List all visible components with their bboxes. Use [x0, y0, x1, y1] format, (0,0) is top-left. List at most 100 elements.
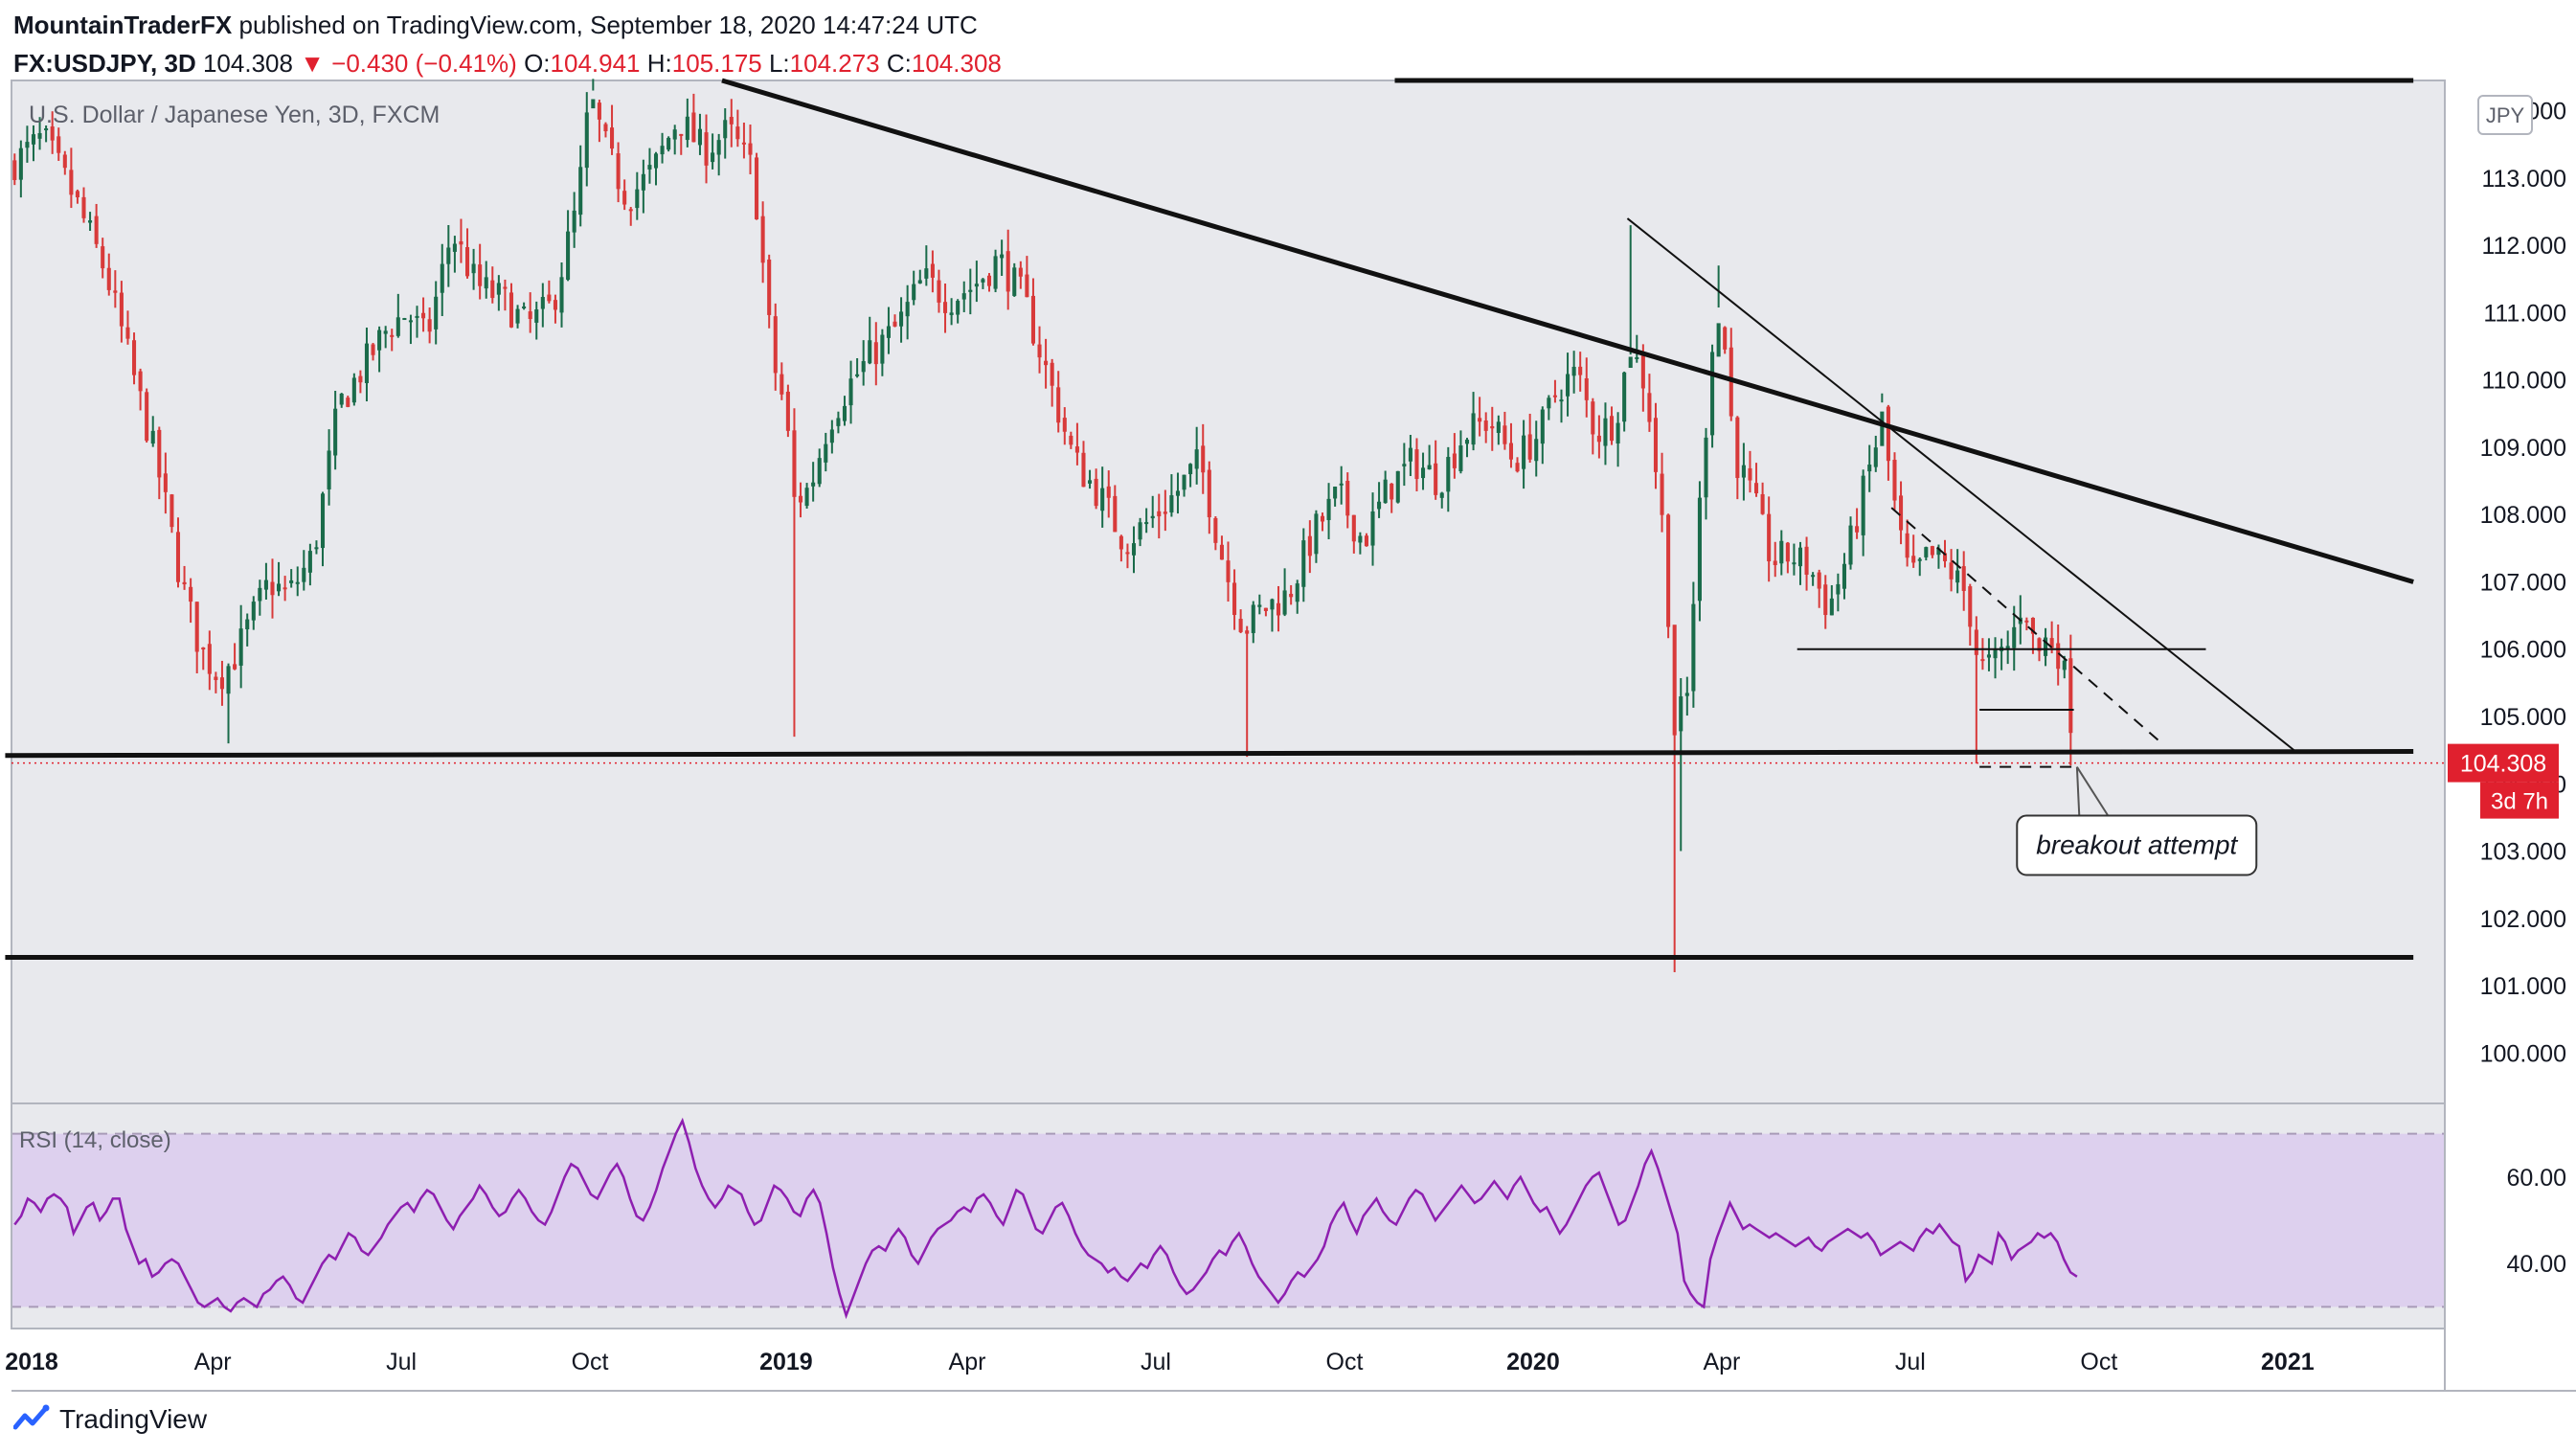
candle-body — [289, 579, 294, 583]
candle-body — [1012, 267, 1017, 296]
rsi-title: RSI (14, close) — [19, 1127, 171, 1153]
callout-box[interactable] — [2016, 814, 2258, 876]
candle-body — [125, 327, 130, 339]
candle-body — [508, 292, 514, 328]
candle-body — [741, 142, 746, 145]
candle-body — [1591, 401, 1595, 435]
candle-body — [1522, 435, 1526, 469]
trendline-thick[interactable] — [721, 78, 2414, 584]
candle-body — [547, 294, 552, 302]
candle-body — [1653, 418, 1659, 472]
time-tick-label: Jul — [1895, 1349, 1926, 1375]
candle-body — [478, 264, 483, 286]
candle-body — [351, 377, 356, 403]
callout-text: breakout attempt — [2036, 829, 2238, 859]
open-value: 104.941 — [550, 49, 641, 78]
candle-body — [1942, 553, 1948, 561]
candle-body — [1383, 479, 1388, 504]
candle-body — [44, 128, 49, 131]
candle-body — [1924, 547, 1929, 557]
candle-body — [1566, 374, 1570, 397]
candle-body — [427, 319, 432, 332]
candle-body — [1245, 630, 1250, 634]
price-tick-label: 111.000 — [2483, 300, 2566, 327]
candle-body — [1647, 393, 1652, 422]
candle-body — [496, 283, 501, 295]
candle-body — [1640, 353, 1645, 389]
candle-body — [145, 392, 149, 442]
candle-body — [408, 320, 413, 323]
candle-body — [559, 277, 564, 313]
candle-body — [2049, 638, 2054, 648]
candle-body — [238, 628, 243, 666]
candle-body — [691, 112, 696, 143]
candle-body — [62, 154, 67, 169]
symbol-label[interactable]: FX:USDJPY, 3D — [13, 49, 196, 78]
candle-body — [924, 268, 929, 279]
candle-body — [471, 263, 476, 274]
candle-body — [1899, 495, 1904, 531]
price-axis[interactable]: 100.000101.000102.000103.000104.000105.0… — [2480, 99, 2566, 1068]
rsi-tick-label: 40.00 — [2506, 1251, 2566, 1278]
candle-body — [1540, 409, 1545, 444]
candle-body — [1785, 542, 1790, 562]
candle-body — [1289, 593, 1294, 598]
candle-body — [1018, 267, 1023, 277]
candle-body — [320, 493, 326, 549]
candle-body — [189, 586, 193, 602]
candle-body — [113, 290, 118, 293]
trendline-thick[interactable] — [5, 749, 2414, 759]
candle-body — [591, 99, 596, 109]
candle-body — [1194, 449, 1199, 469]
countdown-text: 3d 7h — [2491, 789, 2548, 815]
candle-body — [1873, 447, 1878, 467]
time-axis[interactable]: 2018 Apr Jul Oct 2019 Apr Jul Oct 2020 Apr Jul Oct 2… — [5, 1349, 2315, 1375]
candle-body — [704, 132, 709, 166]
price-tick-label: 107.000 — [2480, 569, 2566, 596]
candle-body — [1037, 344, 1042, 358]
candle-body — [679, 133, 684, 136]
candle-body — [1119, 535, 1123, 550]
candle-body — [755, 157, 759, 220]
high-value: 105.175 — [671, 49, 762, 78]
candle-body — [1704, 437, 1708, 498]
candle-body — [1062, 418, 1067, 432]
candle-body — [1069, 435, 1073, 445]
candle-body — [1679, 696, 1683, 732]
candle-body — [1949, 562, 1954, 579]
author-name[interactable]: MountainTraderFX — [13, 11, 233, 39]
candle-body — [56, 136, 61, 153]
candle-body — [711, 152, 715, 163]
callout-pointer — [2075, 766, 2081, 816]
candle-body — [1974, 629, 1978, 655]
candle-body — [1936, 548, 1941, 556]
candle-body — [1855, 526, 1860, 533]
candle-body — [1534, 439, 1539, 462]
candle-body — [1251, 604, 1255, 633]
candle-body — [383, 330, 388, 334]
candle-body — [660, 146, 665, 155]
candle-body — [1150, 515, 1155, 519]
candle-body — [314, 547, 319, 550]
candle-body — [974, 284, 979, 287]
candle-body — [12, 160, 17, 180]
candle-body — [377, 329, 382, 351]
footer-brand[interactable]: TradingView — [13, 1404, 207, 1435]
rsi-line[interactable] — [13, 1117, 2078, 1320]
candle-body — [1753, 483, 1759, 494]
candle-body — [1986, 654, 1992, 658]
open-label: O: — [524, 49, 551, 78]
candle-body — [1490, 425, 1495, 429]
candle-body — [1980, 659, 1985, 662]
candle-body — [616, 153, 621, 190]
currency-box[interactable] — [2477, 95, 2533, 135]
candle-body — [131, 340, 137, 375]
price-tick-label: 101.000 — [2480, 973, 2566, 1000]
candle-body — [1635, 356, 1639, 359]
candle-body — [258, 587, 262, 602]
candle-body — [219, 677, 224, 690]
candle-body — [886, 326, 891, 338]
low-value: 104.273 — [789, 49, 880, 78]
trendline-thin[interactable] — [1626, 217, 2295, 751]
